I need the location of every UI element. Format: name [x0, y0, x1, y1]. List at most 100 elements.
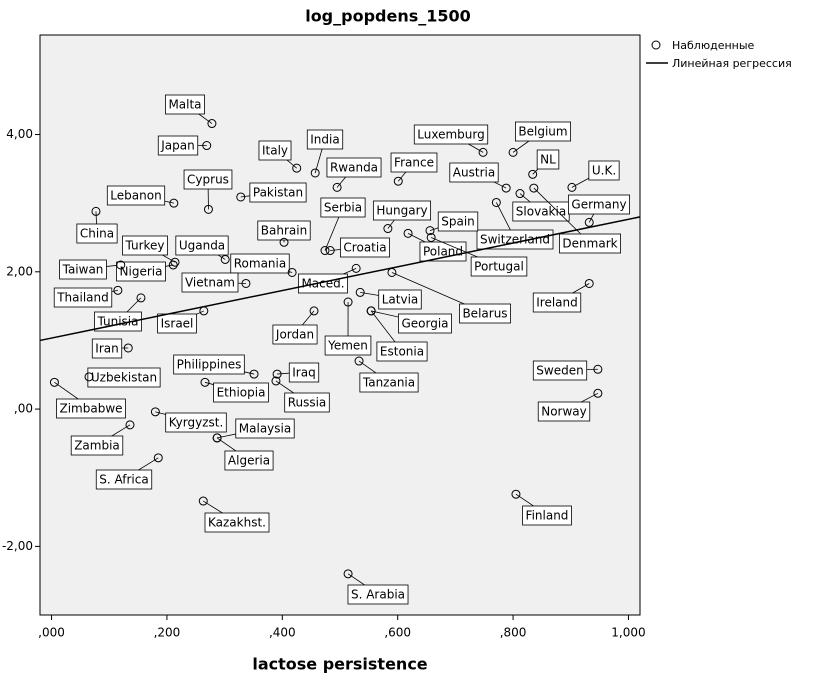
point	[393, 176, 403, 186]
point-label: Latvia	[382, 293, 419, 307]
point-label: France	[394, 156, 434, 170]
label-box	[559, 233, 621, 254]
label-box	[204, 512, 270, 533]
label-box	[122, 235, 168, 256]
label-box	[340, 237, 390, 258]
labels: Malta Japan Italy India Cyprus Lebanon China Pa…	[53, 94, 630, 605]
point-label: Iraq	[292, 366, 315, 380]
point-label: Spain	[441, 215, 475, 229]
point	[354, 356, 364, 366]
point-label: Ireland	[536, 296, 578, 310]
point-label: China	[80, 227, 114, 241]
point	[508, 147, 518, 157]
point-label: Germany	[571, 198, 626, 212]
point	[478, 147, 488, 157]
point	[593, 388, 603, 398]
point-label: Estonia	[380, 345, 424, 359]
point	[309, 306, 319, 316]
point	[200, 377, 210, 387]
label-box	[116, 261, 166, 282]
point	[153, 453, 163, 463]
legend-marker	[651, 40, 661, 50]
point-label: Pakistan	[253, 186, 303, 200]
points	[49, 119, 603, 579]
point-label: Cyprus	[187, 173, 229, 187]
label-box	[183, 169, 233, 190]
point	[528, 169, 538, 179]
point-label: Austria	[453, 166, 495, 180]
point	[212, 433, 222, 443]
point-label: S. Arabia	[351, 588, 405, 602]
x-tick-label: ,000	[38, 626, 65, 640]
label-box	[537, 401, 591, 422]
label-box	[230, 253, 290, 274]
point	[169, 198, 179, 208]
point-label: Finland	[526, 509, 569, 523]
point	[272, 369, 282, 379]
point-label: Jordan	[275, 328, 314, 342]
label-box	[258, 140, 292, 161]
label-box	[53, 287, 113, 308]
legend-label: Наблюденные	[672, 39, 755, 52]
point	[236, 192, 246, 202]
label-box	[390, 152, 438, 173]
regression-line	[39, 216, 641, 342]
label-box	[288, 362, 320, 383]
label-box	[157, 313, 197, 334]
point-label: Switzerland	[480, 233, 550, 247]
point-label: Belarus	[462, 307, 507, 321]
label-box	[532, 292, 582, 313]
point	[168, 260, 178, 270]
y-tick-label: 4,00	[6, 127, 33, 141]
point	[343, 297, 353, 307]
label-box	[398, 313, 452, 334]
point	[198, 496, 208, 506]
point	[584, 217, 594, 227]
label-box	[157, 135, 199, 156]
point	[332, 182, 342, 192]
label-box	[347, 584, 409, 605]
point-label: Tanzania	[362, 376, 415, 390]
label-box	[470, 256, 528, 277]
label-box	[181, 272, 239, 293]
point-label: Uzbekistan	[91, 371, 157, 385]
point	[116, 260, 126, 270]
point-label: Japan	[160, 139, 194, 153]
point	[49, 377, 59, 387]
point	[403, 228, 413, 238]
point	[84, 372, 94, 382]
point-label: Algeria	[228, 454, 270, 468]
point	[241, 278, 251, 288]
point-label: Hungary	[376, 204, 427, 218]
point	[292, 163, 302, 173]
point-label: Ethiopia	[217, 386, 266, 400]
point-label: Zambia	[74, 439, 120, 453]
point	[567, 182, 577, 192]
label-box	[359, 372, 419, 393]
point-label: Italy	[262, 144, 288, 158]
y-tick-label: ,00	[14, 402, 33, 416]
label-box	[376, 341, 428, 362]
label-box	[306, 129, 344, 150]
label-box	[320, 197, 366, 218]
point-label: Georgia	[401, 317, 448, 331]
point	[271, 376, 281, 386]
point-label: Iran	[95, 342, 118, 356]
label-box	[76, 223, 118, 244]
point-label: Taiwan	[62, 263, 104, 277]
point-label: Tunisia	[97, 315, 139, 329]
point	[593, 364, 603, 374]
point	[279, 237, 289, 247]
point	[383, 224, 393, 234]
point	[426, 232, 436, 242]
label-box	[324, 335, 372, 356]
label-box	[459, 303, 511, 324]
label-box	[59, 259, 107, 280]
point-label: Rwanda	[330, 161, 378, 175]
point-label: Serbia	[324, 201, 362, 215]
label-box	[249, 182, 307, 203]
point	[91, 206, 101, 216]
point	[320, 246, 330, 256]
point	[584, 278, 594, 288]
label-box	[175, 235, 229, 256]
